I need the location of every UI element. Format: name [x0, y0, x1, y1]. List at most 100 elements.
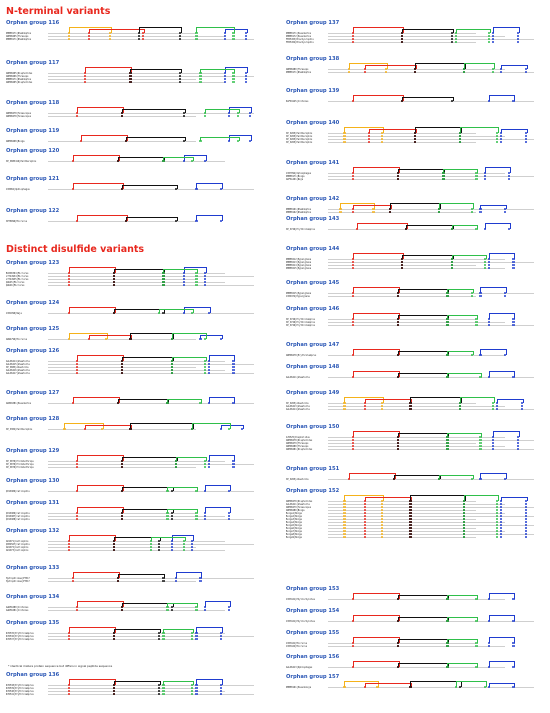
sequence-alignment-row — [328, 448, 534, 451]
cysteine-highlight — [121, 515, 124, 518]
disulfide-bracket — [80, 135, 129, 141]
sequence-name: XP_0083416|Pantherophis — [6, 160, 37, 163]
cysteine-highlight — [483, 258, 486, 261]
disulfide-bracket — [68, 679, 116, 685]
cysteine-highlight — [150, 540, 153, 543]
cysteine-highlight — [491, 439, 494, 442]
cysteine-highlight — [112, 632, 116, 635]
sequence-alignment-row — [48, 81, 226, 84]
group-title: Orphan group 130 — [6, 478, 60, 484]
cysteine-highlight — [479, 208, 482, 211]
disulfide-bracket — [447, 594, 479, 599]
sequence-names: JX03161|Micrurus JX03162|Micrurus — [286, 642, 326, 648]
cysteine-highlight — [195, 518, 198, 521]
sequence-name: AAR56281|Crotalus — [6, 609, 29, 612]
cysteine-highlight — [100, 428, 103, 431]
cysteine-highlight — [75, 220, 79, 223]
sequence-name: XP_0265|Pantherophis — [286, 135, 313, 138]
sequence-alignment-row — [328, 598, 506, 601]
cysteine-highlight — [475, 324, 478, 327]
cysteine-highlight — [351, 598, 354, 601]
sequence-alignment-row — [48, 72, 226, 75]
cysteine-highlight — [67, 687, 70, 690]
sequence-alignment-row — [48, 684, 254, 687]
cysteine-highlight — [446, 295, 449, 298]
cysteine-highlight — [170, 546, 173, 549]
cysteine-highlight — [88, 38, 91, 41]
cysteine-highlight — [158, 690, 161, 693]
sequence-names: XP_0746|Erythrolamprus XP_0746|Erythrolam… — [286, 318, 326, 327]
cysteine-highlight — [182, 275, 186, 278]
cysteine-highlight — [351, 666, 354, 669]
cysteine-highlight — [178, 75, 182, 78]
disulfide-bracket — [229, 107, 252, 113]
cysteine-highlight — [162, 687, 165, 690]
cysteine-highlight — [220, 684, 223, 687]
cysteine-highlight — [71, 577, 74, 580]
disulfide-bracket — [89, 334, 133, 339]
cysteine-highlight — [240, 428, 243, 431]
cysteine-highlight — [195, 272, 198, 275]
cysteine-highlight — [409, 521, 412, 524]
cysteine-highlight — [401, 41, 404, 44]
cysteine-highlight — [195, 188, 198, 191]
sequence-name: QX10406|Calliophis — [6, 512, 30, 515]
disulfide-bracket — [352, 593, 401, 599]
sequence-alignment-row — [48, 188, 254, 191]
sequence-name: XP_0079|Protobothrops — [6, 460, 34, 463]
cysteine-highlight — [524, 524, 527, 527]
sequence-alignment-row — [48, 580, 197, 583]
disulfide-bracket — [171, 356, 207, 361]
cysteine-highlight — [475, 321, 478, 324]
cysteine-highlight — [516, 439, 519, 442]
cysteine-highlight — [364, 536, 367, 539]
cysteine-highlight — [483, 172, 486, 175]
cysteine-highlight — [351, 32, 354, 35]
sequence-names: JX03161|Phyllorhynchus — [286, 620, 326, 623]
cysteine-highlight — [409, 536, 412, 539]
cysteine-highlight — [195, 281, 198, 284]
sequence-names: JX07094|Ophiophagus DMBE8171|Boiga ADF6149… — [286, 172, 326, 181]
cysteine-highlight — [487, 686, 490, 689]
cysteine-highlight — [380, 405, 383, 408]
cysteine-highlight — [182, 281, 186, 284]
cysteine-highlight — [524, 500, 527, 503]
cysteine-highlight — [413, 141, 416, 144]
cysteine-highlight — [117, 580, 120, 583]
disulfide-bracket — [208, 355, 236, 361]
cysteine-highlight — [483, 267, 486, 270]
sequence-name: Boiga7|Boiga — [286, 530, 302, 533]
sequence-names: DMBE8161|Pseudonaja — [286, 686, 326, 689]
sequence-alignment-row — [48, 338, 197, 341]
cysteine-highlight — [195, 32, 198, 35]
disulfide-bracket — [225, 67, 248, 73]
cysteine-highlight — [446, 645, 449, 648]
sequence-name: ADF61491|Naja — [286, 178, 304, 181]
cysteine-highlight — [195, 38, 198, 41]
cysteine-highlight — [178, 32, 182, 35]
disulfide-bracket — [389, 203, 442, 209]
cysteine-highlight — [174, 188, 177, 191]
cysteine-highlight — [512, 267, 515, 270]
sequence-name: XP_0265|Ahaetulla — [286, 478, 309, 481]
cysteine-highlight — [364, 518, 367, 521]
cysteine-highlight — [462, 527, 466, 530]
cysteine-highlight — [397, 178, 400, 181]
cysteine-highlight — [166, 512, 169, 515]
cysteine-highlight — [516, 436, 519, 439]
disulfide-bracket — [352, 349, 401, 355]
cysteine-highlight — [462, 506, 466, 509]
cysteine-highlight — [475, 178, 478, 181]
sequence-name: KAF04145|Crotalus — [286, 100, 309, 103]
cysteine-highlight — [67, 635, 70, 638]
cysteine-highlight — [67, 540, 70, 543]
cysteine-highlight — [500, 132, 503, 135]
sequence-names: XP78996|Micrurus — [6, 220, 46, 223]
cysteine-highlight — [351, 41, 354, 44]
cysteine-highlight — [207, 363, 210, 366]
cysteine-highlight — [166, 606, 169, 609]
cysteine-highlight — [475, 228, 478, 231]
cysteine-highlight — [504, 478, 507, 481]
cysteine-highlight — [512, 686, 515, 689]
sequence-names: DMBE8212|Hypsiglena DMBE8213|Hypsiglena DM… — [286, 258, 326, 270]
